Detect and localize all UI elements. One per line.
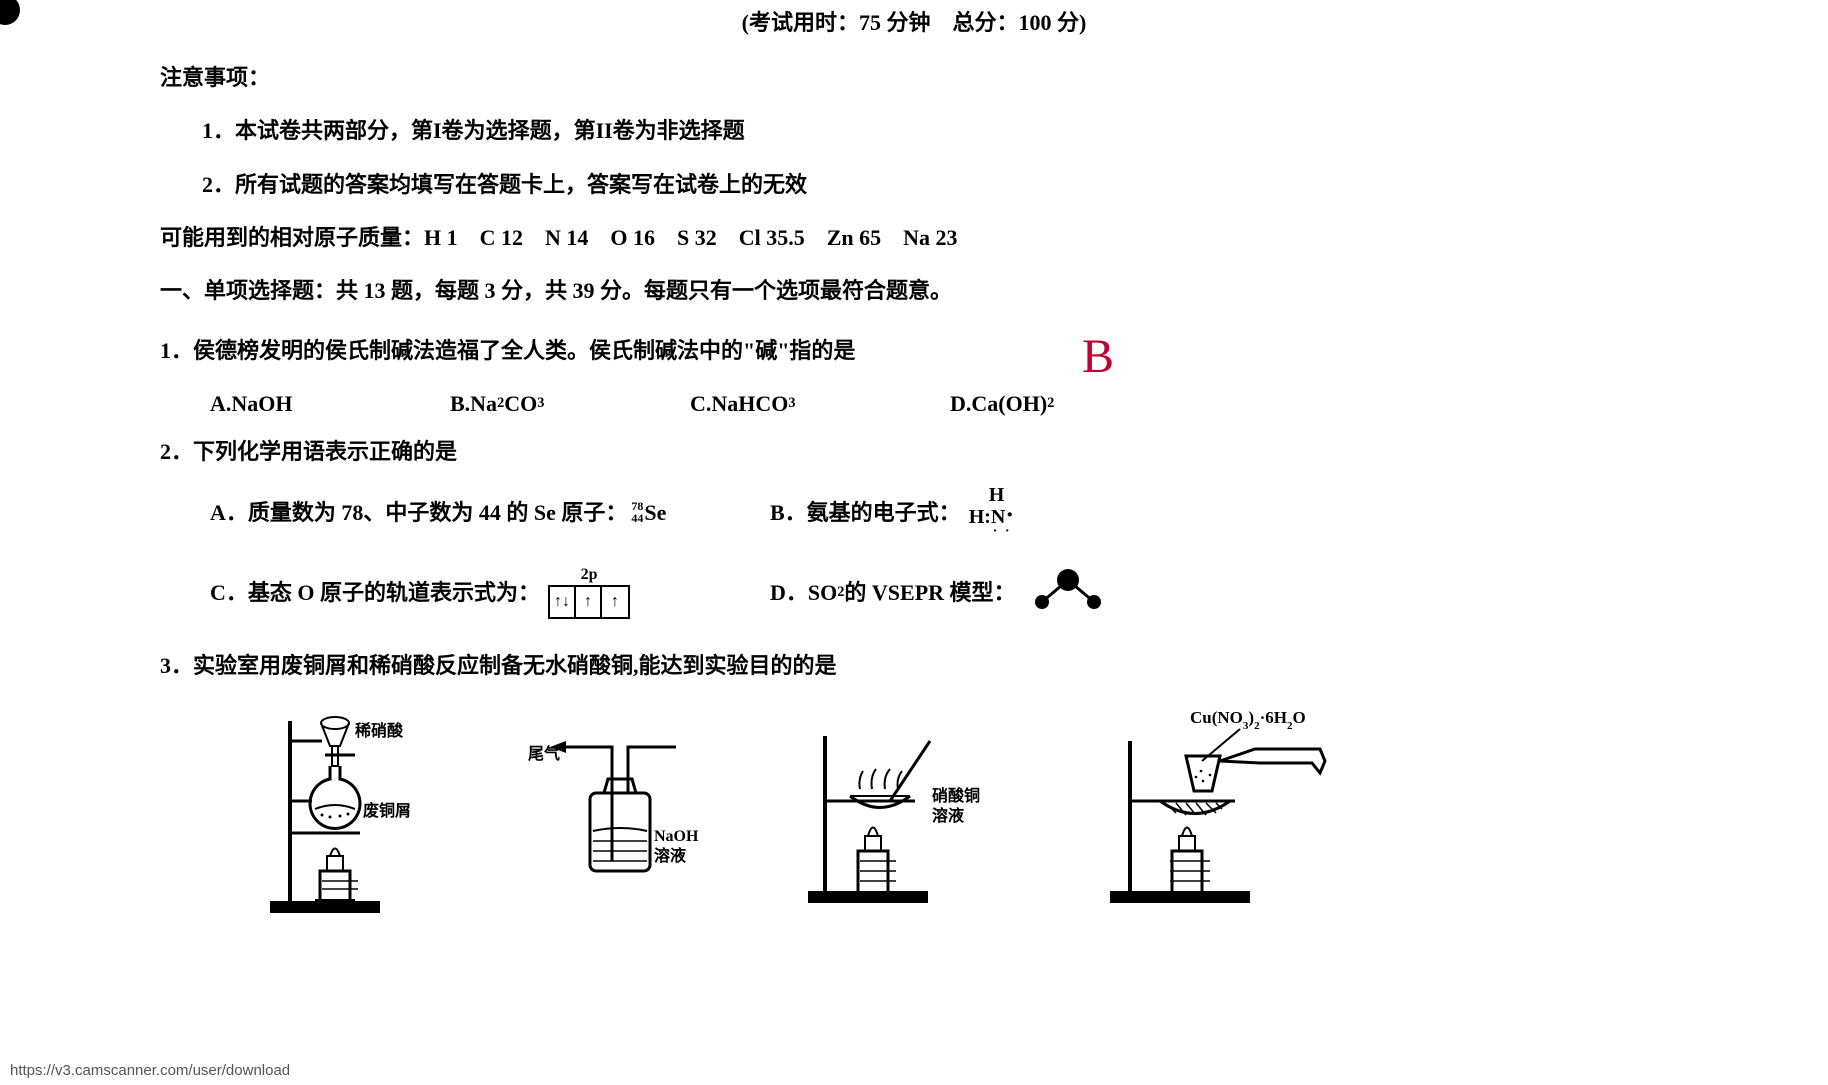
label-b3: 溶液 (654, 846, 687, 865)
cell-2: ↑ (576, 587, 602, 617)
cell-1: ↑↓ (550, 587, 576, 617)
isotope: 78 44 Se (631, 495, 666, 530)
q2d-sub: 2 (837, 581, 844, 604)
diagram-a: 稀硝酸 废铜屑 (260, 701, 440, 921)
question-2: 2．下列化学用语表示正确的是 (160, 434, 1668, 469)
q1-stem: 1．侯德榜发明的侯氏制碱法造福了全人类。侯氏制碱法中的"碱"指的是 (160, 338, 855, 363)
vsepr-model (1028, 566, 1108, 620)
q1-opt-a: A.NaOH (210, 386, 450, 421)
section-1-title: 一、单项选择题：共 13 题，每题 3 分，共 39 分。每题只有一个选项最符合… (160, 273, 1668, 308)
q1-opt-c: C.NaHCO3 (690, 386, 950, 421)
q1-opt-d: D.Ca(OH)2 (950, 386, 1054, 421)
label-c1: 硝酸铜 (932, 786, 980, 805)
q1-options: A.NaOH B.Na2CO3 C.NaHCO3 D.Ca(OH)2 (210, 386, 1668, 421)
q2-row-1: A．质量数为 78、中子数为 44 的 Se 原子： 78 44 Se B．氨基… (210, 487, 1668, 538)
label-a1: 稀硝酸 (355, 721, 404, 740)
diagram-b: 尾气 NaOH 溶液 (520, 701, 720, 921)
orbital-cells: ↑↓ ↑ ↑ (548, 585, 630, 619)
cell-3: ↑ (602, 587, 628, 617)
label-a2: 废铜屑 (363, 801, 411, 820)
q2-row-2: C．基态 O 原子的轨道表示式为： 2p ↑↓ ↑ ↑ D．SO2 的 VSEP… (210, 566, 1668, 620)
notice-1: 1．本试卷共两部分，第I卷为选择题，第II卷为非选择题 (202, 113, 1668, 148)
exam-header: (考试用时：75 分钟 总分：100 分) (160, 5, 1668, 40)
q1-opt-b: B.Na2CO3 (450, 386, 690, 421)
lewis-hn: H:N· (969, 504, 1014, 526)
notice-2: 2．所有试题的答案均填写在答题卡上，答案写在试卷上的无效 (202, 167, 1668, 202)
q2-opt-d: D．SO2 的 VSEPR 模型： (770, 566, 1108, 620)
q3-diagrams: 稀硝酸 废铜屑 尾气 (260, 701, 1668, 921)
q2b-text: B．氨基的电子式： (770, 495, 961, 530)
exam-page: (考试用时：75 分钟 总分：100 分) 注意事项： 1．本试卷共两部分，第I… (0, 5, 1828, 921)
atomic-masses: 可能用到的相对原子质量：H 1 C 12 N 14 O 16 S 32 Cl 3… (160, 220, 1668, 255)
question-1: 1．侯德榜发明的侯氏制碱法造福了全人类。侯氏制碱法中的"碱"指的是 B (160, 333, 1668, 368)
q2d-pre: D．SO (770, 575, 837, 610)
isotope-numbers: 78 44 (631, 500, 643, 524)
q2-opt-b: B．氨基的电子式： H H:N· · · (770, 487, 1014, 538)
diagram-c: 硝酸铜 溶液 (800, 701, 1010, 921)
q1b-prefix: B.Na (450, 386, 497, 421)
q2a-text: A．质量数为 78、中子数为 44 的 Se 原子： (210, 495, 627, 530)
q2-opt-c: C．基态 O 原子的轨道表示式为： 2p ↑↓ ↑ ↑ (210, 567, 770, 619)
q1b-sub2: 3 (537, 392, 544, 415)
q2c-text: C．基态 O 原子的轨道表示式为： (210, 575, 540, 610)
q1b-mid: CO (504, 386, 537, 421)
handwritten-annotation: B (1082, 319, 1114, 396)
label-d1: Cu(NO3)2·6H2O (1190, 708, 1306, 732)
label-b2: NaOH (654, 828, 699, 845)
lewis-structure: H H:N· · · (969, 487, 1014, 538)
q1d-sub: 2 (1047, 392, 1054, 415)
diagram-d: Cu(NO3)2·6H2O (1090, 701, 1350, 921)
notice-title: 注意事项： (160, 60, 1668, 95)
q1c-prefix: C.NaHCO (690, 386, 788, 421)
watermark: https://v3.camscanner.com/user/download (4, 1060, 296, 1081)
question-3: 3．实验室用废铜屑和稀硝酸反应制备无水硝酸铜,能达到实验目的的是 (160, 648, 1668, 683)
iso-bot: 44 (631, 512, 643, 524)
q1b-sub1: 2 (497, 392, 504, 415)
orbital-label: 2p (581, 567, 598, 583)
iso-symbol: Se (644, 495, 666, 530)
orbital-diagram: 2p ↑↓ ↑ ↑ (548, 567, 630, 619)
q2-opt-a: A．质量数为 78、中子数为 44 的 Se 原子： 78 44 Se (210, 495, 770, 530)
q1d-prefix: D.Ca(OH) (950, 386, 1047, 421)
q1c-sub: 3 (788, 392, 795, 415)
label-c2: 溶液 (932, 806, 965, 825)
q2d-post: 的 VSEPR 模型： (844, 575, 1015, 610)
lewis-h-top: H (989, 487, 1005, 504)
lewis-dots: · · (993, 526, 1012, 538)
